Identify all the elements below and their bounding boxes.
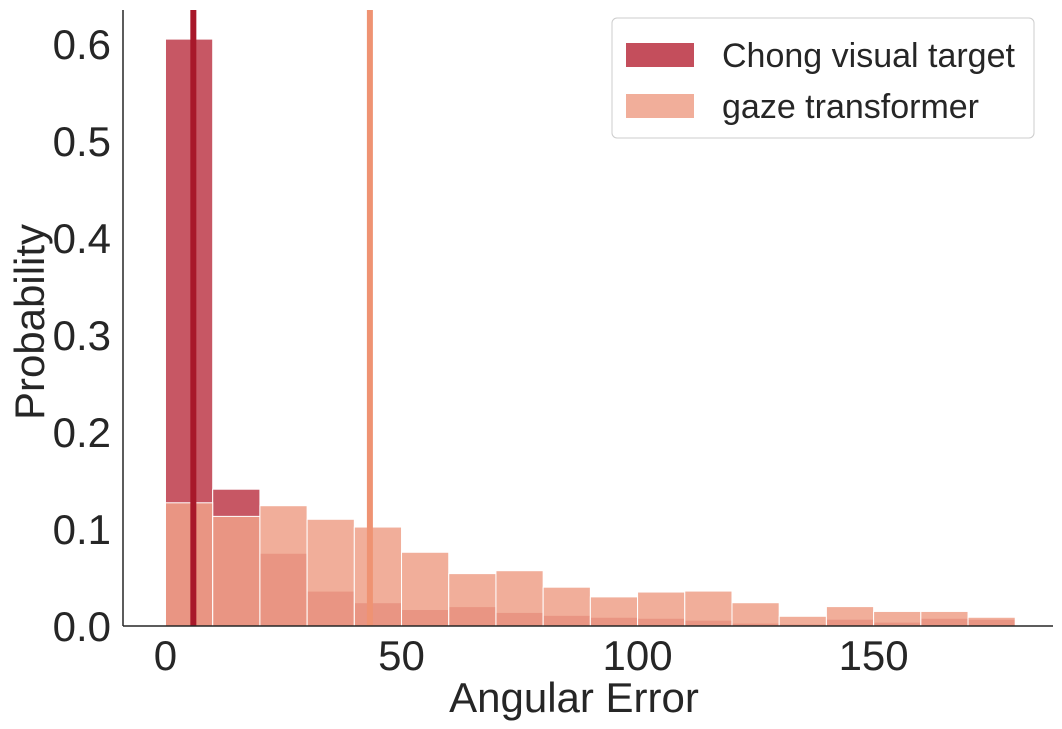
y-tick-label: 0.0: [53, 603, 111, 650]
bar-gaze-transformer-7: [495, 570, 544, 627]
y-tick-label: 0.3: [53, 312, 111, 359]
legend-swatch-chong: [626, 43, 694, 67]
x-tick-label: 100: [603, 632, 673, 679]
y-tick-label: 0.1: [53, 506, 111, 553]
bar-gaze-transformer-13: [778, 615, 827, 627]
x-tick-label: 50: [378, 632, 425, 679]
bar-gaze-transformer-1: [212, 515, 261, 627]
series-gaze-transformer-bars: [164, 502, 1016, 627]
bar-gaze-transformer-9: [589, 596, 639, 627]
bar-gaze-transformer-14: [825, 606, 875, 627]
x-tick-label: 0: [154, 632, 177, 679]
bar-gaze-transformer-12: [731, 602, 780, 627]
x-axis-label: Angular Error: [449, 674, 699, 721]
mean-lines: [190, 10, 373, 626]
x-tick-labels: 0 50 100 150: [154, 632, 909, 679]
legend-swatch-gaze-transformer: [626, 94, 694, 118]
y-tick-label: 0.4: [53, 215, 111, 262]
legend-frame: [611, 17, 1035, 139]
y-axis-label: Probability: [6, 224, 53, 420]
bar-gaze-transformer-10: [637, 591, 686, 627]
y-tick-labels: 0.0 0.1 0.2 0.3 0.4 0.5 0.6: [53, 21, 111, 650]
legend: Chong visual target gaze transformer: [611, 17, 1035, 139]
bar-gaze-transformer-3: [306, 518, 355, 627]
y-tick-label: 0.5: [53, 118, 111, 165]
bar-gaze-transformer-2: [259, 505, 308, 627]
bar-gaze-transformer-5: [401, 551, 450, 627]
bar-gaze-transformer-11: [684, 590, 733, 627]
bar-gaze-transformer-0: [164, 502, 214, 627]
y-tick-label: 0.2: [53, 409, 111, 456]
legend-label-chong: Chong visual target: [722, 37, 1016, 75]
bar-gaze-transformer-4: [353, 526, 403, 627]
x-tick-label: 150: [839, 632, 909, 679]
bar-gaze-transformer-8: [542, 586, 591, 627]
bar-gaze-transformer-6: [448, 573, 497, 627]
bar-gaze-transformer-16: [920, 610, 969, 627]
bar-gaze-transformer-17: [967, 616, 1016, 627]
legend-label-gaze-transformer: gaze transformer: [722, 88, 979, 126]
bar-gaze-transformer-15: [873, 610, 922, 627]
y-tick-label: 0.6: [53, 21, 111, 68]
